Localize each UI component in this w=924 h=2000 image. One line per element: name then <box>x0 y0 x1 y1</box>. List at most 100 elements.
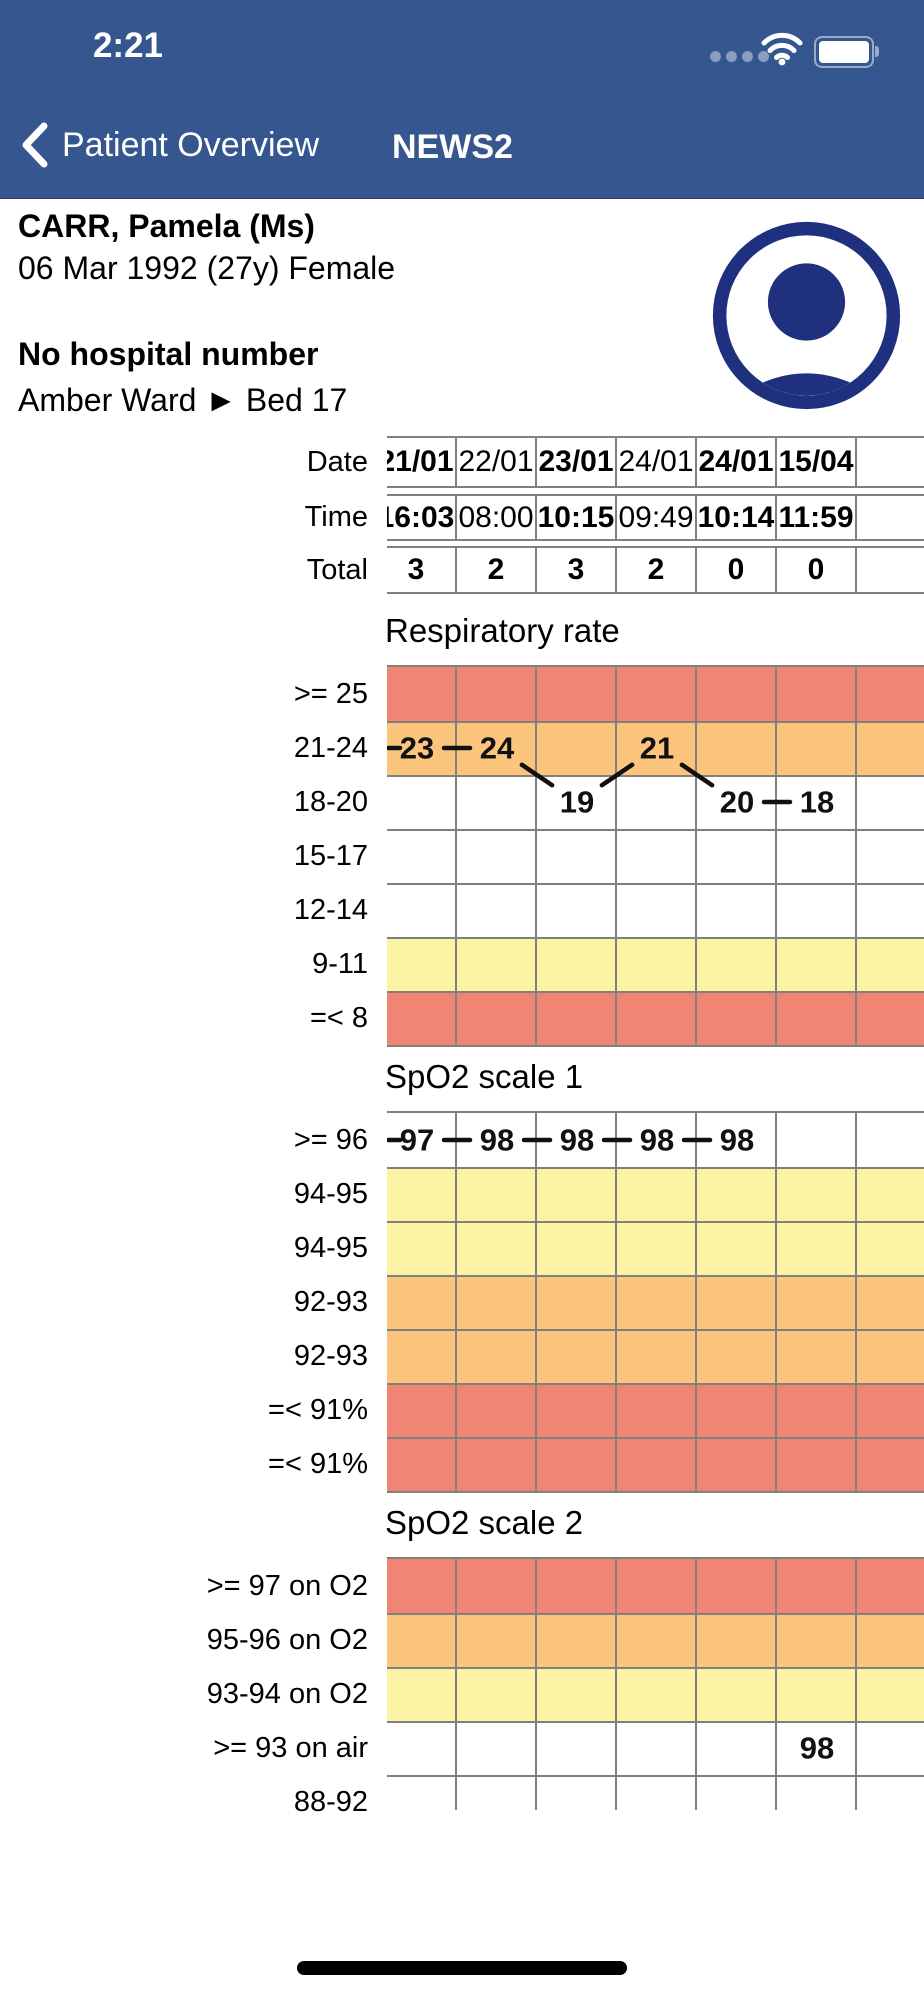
data-point-value[interactable]: 98 <box>800 1731 834 1766</box>
trend-line-segment <box>599 762 635 788</box>
band-label: =< 8 <box>309 1002 368 1034</box>
home-indicator[interactable] <box>297 1961 627 1975</box>
grid-column-line <box>457 1559 537 1810</box>
chart-data-overlay: 23 24 19 21 20 18 <box>387 731 834 820</box>
header-row-label: Total <box>306 554 368 586</box>
patient-avatar-icon <box>712 221 901 410</box>
header-cell: 21/01 <box>387 438 457 486</box>
band-row <box>387 1167 924 1221</box>
band-row <box>387 1437 924 1491</box>
band-row <box>387 1775 924 1810</box>
header-cell: 2 <box>617 548 697 592</box>
header-cell: 08:00 <box>457 496 537 539</box>
band-label: 88-92 <box>293 1786 368 1818</box>
grid-column-line <box>387 1559 457 1810</box>
trend-line-segment <box>679 762 715 788</box>
band-label: 94-95 <box>293 1178 368 1210</box>
data-point-value[interactable]: 19 <box>560 785 594 820</box>
band-row <box>387 883 924 937</box>
data-point-value[interactable]: 21 <box>640 731 674 766</box>
header-cell: 0 <box>777 548 857 592</box>
patient-hospital-number: No hospital number <box>18 336 319 372</box>
grid-column-line <box>617 1113 697 1491</box>
band-row <box>387 1221 924 1275</box>
header-cell <box>857 438 924 486</box>
band-label: 92-93 <box>293 1286 368 1318</box>
grid-column-line <box>387 667 457 1045</box>
back-label: Patient Overview <box>62 125 319 164</box>
band-row <box>387 721 924 775</box>
band-row <box>387 1559 924 1613</box>
band-label: 18-20 <box>293 786 368 818</box>
battery-icon <box>814 36 879 68</box>
header-cell: 2 <box>457 548 537 592</box>
back-button[interactable]: Patient Overview <box>20 122 319 168</box>
header-row-label: Date <box>306 446 368 478</box>
app-header: 2:21 Patient Overview NEWS2 <box>0 0 924 199</box>
band-row <box>387 1113 924 1167</box>
band-label: 95-96 on O2 <box>206 1624 368 1656</box>
data-point-value[interactable]: 98 <box>720 1123 754 1158</box>
header-cell: 3 <box>537 548 617 592</box>
band-label: >= 97 on O2 <box>206 1570 368 1602</box>
band-label: 9-11 <box>312 948 368 980</box>
grid-column-line <box>617 1559 697 1810</box>
header-row-label: Time <box>304 501 368 533</box>
header-cell: 11:59 <box>777 496 857 539</box>
header-cell: 24/01 <box>617 438 697 486</box>
grid-column-line <box>697 1559 777 1810</box>
header-cell: 10:15 <box>537 496 617 539</box>
band-row <box>387 1329 924 1383</box>
patient-ward-bed: Amber Ward ► Bed 17 <box>18 382 348 418</box>
cellular-signal-icon <box>710 51 769 62</box>
band-label: 94-95 <box>293 1232 368 1264</box>
grid-column-line <box>617 667 697 1045</box>
data-point-value[interactable]: 18 <box>800 785 834 820</box>
data-point-value[interactable]: 23 <box>400 731 434 766</box>
band-label: 93-94 on O2 <box>206 1678 368 1710</box>
trend-line-segment <box>519 762 555 788</box>
band-row <box>387 991 924 1045</box>
band-label: =< 91% <box>268 1394 368 1426</box>
chart-data-overlay: 98 <box>800 1731 834 1766</box>
band-label: >= 96 <box>293 1124 368 1156</box>
patient-dob: 06 Mar 1992 (27y) Female <box>18 250 396 286</box>
chart-title: SpO2 scale 2 <box>385 1504 584 1541</box>
band-row <box>387 937 924 991</box>
band-label: 21-24 <box>293 732 368 764</box>
header-cell: 23/01 <box>537 438 617 486</box>
grid-column-line <box>537 667 617 1045</box>
page-title: NEWS2 <box>392 128 513 166</box>
header-cell: 10:14 <box>697 496 777 539</box>
grid-column-line <box>777 667 857 1045</box>
data-point-value[interactable]: 20 <box>720 785 754 820</box>
data-point-value[interactable]: 98 <box>640 1123 674 1158</box>
status-time: 2:21 <box>92 26 164 65</box>
band-row <box>387 667 924 721</box>
band-row <box>387 1275 924 1329</box>
chart-data-overlay: 97 98 98 98 98 <box>387 1123 754 1158</box>
band-row <box>387 1613 924 1667</box>
data-point-value[interactable]: 97 <box>400 1123 434 1158</box>
band-label: >= 93 on air <box>213 1732 368 1764</box>
band-row <box>387 1721 924 1775</box>
chart-grid[interactable]: 97 98 98 98 98 <box>387 1111 924 1493</box>
header-cell: 3 <box>387 548 457 592</box>
data-point-value[interactable]: 98 <box>480 1123 514 1158</box>
band-row <box>387 829 924 883</box>
chart-title: SpO2 scale 1 <box>385 1058 584 1095</box>
chart-grid[interactable]: 98 <box>387 1557 924 1810</box>
band-row <box>387 775 924 829</box>
data-point-value[interactable]: 98 <box>560 1123 594 1158</box>
band-row <box>387 1667 924 1721</box>
grid-column-line <box>537 1113 617 1491</box>
band-label: =< 91% <box>268 1448 368 1480</box>
chart-title: Respiratory rate <box>385 612 620 649</box>
chart-grid[interactable]: 23 24 19 21 20 18 <box>387 665 924 1047</box>
header-cell: 24/01 <box>697 438 777 486</box>
data-point-value[interactable]: 24 <box>480 731 515 766</box>
header-cell: 16:03 <box>387 496 457 539</box>
